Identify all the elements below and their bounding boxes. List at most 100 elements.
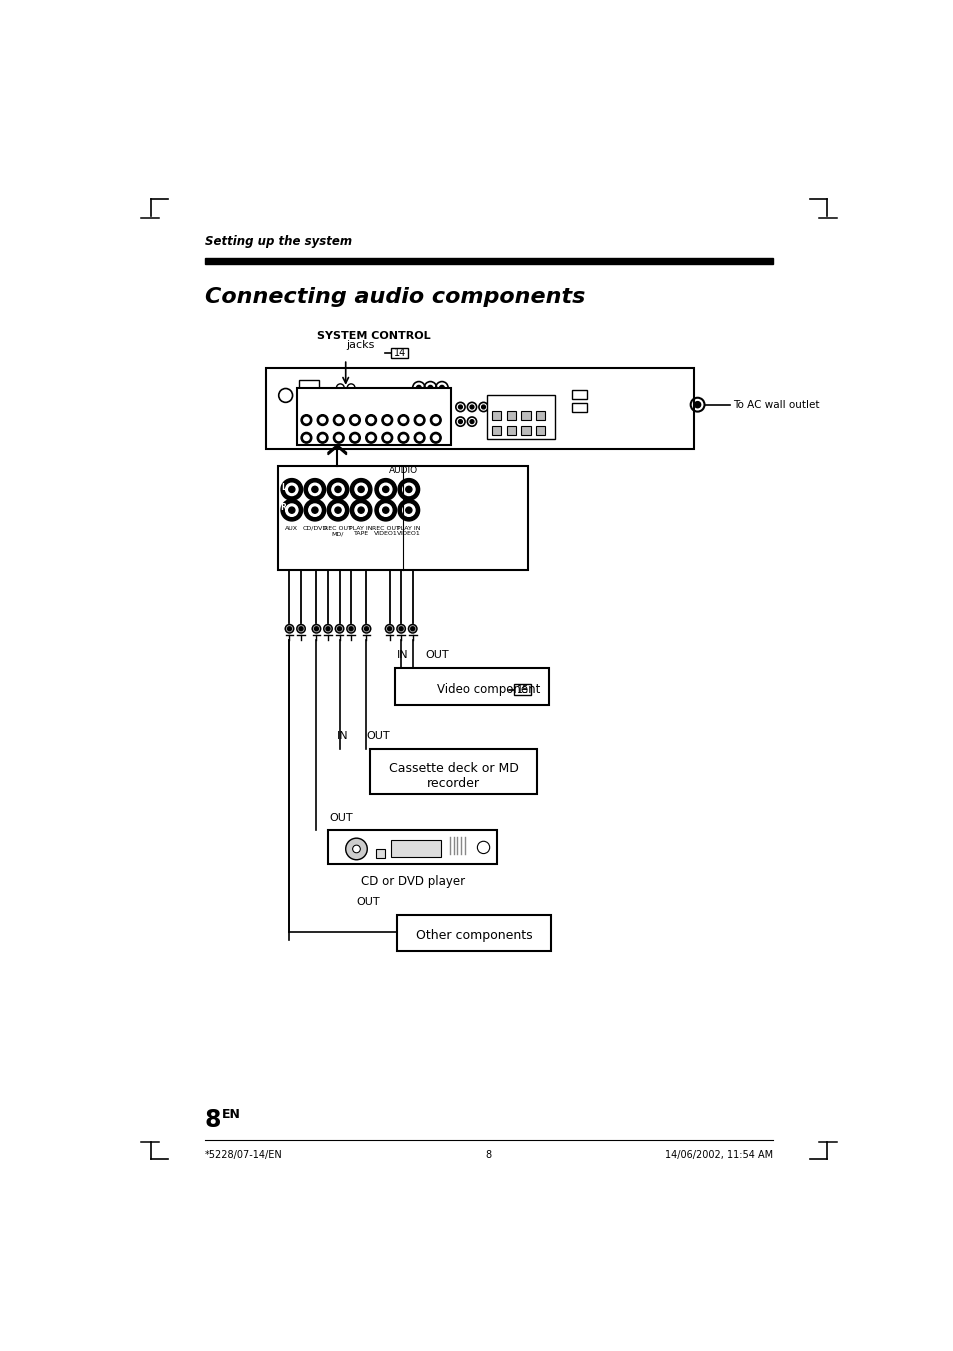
Circle shape	[349, 415, 360, 426]
Circle shape	[397, 432, 409, 443]
Circle shape	[317, 415, 328, 426]
Circle shape	[301, 415, 312, 426]
Circle shape	[285, 504, 297, 516]
Text: 14: 14	[393, 349, 405, 358]
Circle shape	[381, 432, 393, 443]
Text: Video component: Video component	[436, 684, 540, 696]
Bar	[205, 258, 772, 263]
Circle shape	[379, 504, 392, 516]
Circle shape	[357, 486, 364, 493]
Text: CD or DVD player: CD or DVD player	[360, 875, 464, 888]
Circle shape	[368, 435, 374, 440]
Bar	[297, 388, 451, 446]
Circle shape	[304, 478, 325, 500]
Circle shape	[397, 415, 409, 426]
Text: REC OUT
MD/: REC OUT MD/	[324, 526, 352, 536]
Text: REC OUT
VIDEO1: REC OUT VIDEO1	[372, 526, 399, 536]
Circle shape	[335, 507, 341, 513]
Circle shape	[301, 432, 312, 443]
Bar	[298, 380, 318, 396]
Circle shape	[416, 417, 422, 423]
Circle shape	[289, 486, 294, 493]
Circle shape	[428, 385, 433, 390]
Circle shape	[381, 415, 393, 426]
Circle shape	[400, 417, 406, 423]
Circle shape	[430, 432, 440, 443]
Circle shape	[337, 627, 341, 631]
Circle shape	[470, 405, 474, 409]
Circle shape	[319, 417, 325, 423]
Circle shape	[301, 388, 305, 392]
Circle shape	[411, 627, 415, 631]
Circle shape	[493, 405, 497, 409]
Text: CD/DVD: CD/DVD	[302, 526, 327, 531]
Bar	[572, 390, 587, 400]
Circle shape	[332, 504, 344, 516]
Bar	[492, 411, 500, 420]
Text: OUT: OUT	[366, 731, 390, 742]
Text: jacks: jacks	[346, 340, 375, 350]
Circle shape	[382, 507, 389, 513]
Circle shape	[382, 486, 389, 493]
Circle shape	[396, 624, 405, 634]
Text: *5228/07-14/EN: *5228/07-14/EN	[205, 1150, 282, 1161]
Bar	[506, 426, 516, 435]
Circle shape	[312, 624, 320, 634]
Circle shape	[314, 627, 318, 631]
Circle shape	[364, 627, 368, 631]
Circle shape	[433, 417, 438, 423]
Bar	[487, 394, 555, 439]
Circle shape	[333, 415, 344, 426]
Circle shape	[281, 478, 302, 500]
Circle shape	[362, 624, 371, 634]
Text: OUT: OUT	[329, 813, 353, 823]
Circle shape	[384, 417, 390, 423]
Circle shape	[405, 507, 412, 513]
Circle shape	[368, 417, 374, 423]
Circle shape	[303, 417, 309, 423]
Circle shape	[408, 624, 416, 634]
Circle shape	[285, 624, 294, 634]
Circle shape	[352, 435, 357, 440]
Circle shape	[347, 624, 355, 634]
Circle shape	[327, 500, 349, 521]
Circle shape	[317, 432, 328, 443]
Circle shape	[289, 507, 294, 513]
Circle shape	[430, 415, 440, 426]
Circle shape	[375, 478, 396, 500]
Text: Cassette deck or MD
recorder: Cassette deck or MD recorder	[388, 762, 517, 790]
Bar	[395, 667, 548, 705]
Circle shape	[416, 435, 422, 440]
Polygon shape	[328, 444, 346, 455]
Circle shape	[352, 417, 357, 423]
Circle shape	[296, 624, 305, 634]
Circle shape	[414, 415, 425, 426]
Circle shape	[333, 432, 344, 443]
Circle shape	[400, 435, 406, 440]
Circle shape	[349, 627, 353, 631]
Text: 8: 8	[205, 1108, 221, 1132]
Circle shape	[345, 838, 367, 859]
Circle shape	[326, 627, 330, 631]
Bar	[492, 426, 500, 435]
Circle shape	[309, 388, 313, 392]
Circle shape	[332, 484, 344, 496]
Bar	[536, 411, 544, 420]
Text: OUT: OUT	[356, 897, 379, 908]
Text: Other components: Other components	[416, 928, 532, 942]
Circle shape	[285, 484, 297, 496]
Text: IN: IN	[336, 731, 349, 742]
Circle shape	[375, 500, 396, 521]
Circle shape	[350, 500, 372, 521]
Circle shape	[384, 435, 390, 440]
Circle shape	[309, 393, 313, 397]
Text: PLAY IN
TAPE: PLAY IN TAPE	[349, 526, 373, 536]
Bar	[266, 369, 693, 450]
Circle shape	[365, 415, 376, 426]
Circle shape	[694, 401, 700, 408]
Circle shape	[355, 484, 367, 496]
Text: IN: IN	[396, 650, 409, 661]
Circle shape	[353, 846, 360, 852]
Circle shape	[303, 435, 309, 440]
Circle shape	[323, 624, 332, 634]
